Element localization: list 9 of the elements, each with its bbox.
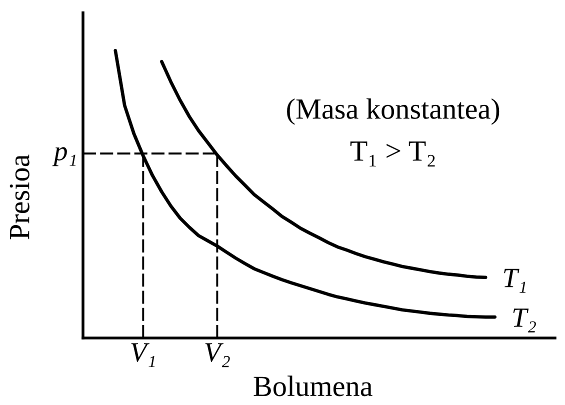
series-label: T₁ — [504, 268, 526, 293]
x-tick-label: V₂ — [205, 343, 230, 368]
y-axis-title: Presioa — [10, 154, 30, 240]
x-tick-label: V₁ — [131, 343, 155, 368]
annotation: T₁ > T₂ — [350, 141, 435, 167]
ref-line-label: p₁ — [52, 147, 76, 166]
annotation: (Masa konstantea) — [287, 98, 500, 125]
x-axis-title: Bolumena — [254, 376, 372, 396]
series-label: T₂ — [513, 308, 536, 332]
